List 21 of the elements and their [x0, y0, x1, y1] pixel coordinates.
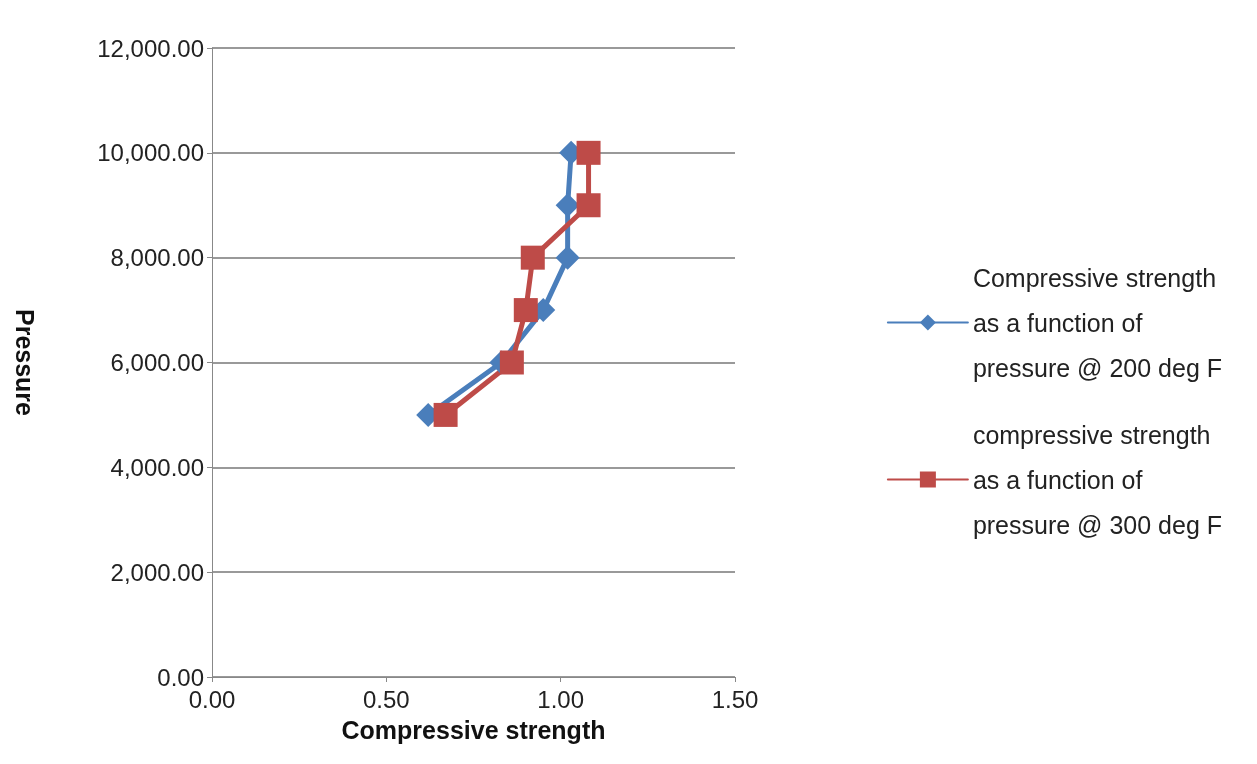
x-tick-label: 1.50 — [711, 685, 759, 713]
point — [433, 402, 458, 427]
legend-label: Compressive strength as a function of pressure @ 200 deg F — [972, 263, 1222, 382]
x-tick-label: 0.50 — [362, 685, 410, 713]
x-tick-label: 1.00 — [537, 685, 585, 713]
point — [513, 298, 538, 323]
point — [576, 193, 601, 218]
point — [499, 350, 524, 375]
y-axis-title: Pressure — [10, 308, 39, 417]
x-axis-title: Compressive strength — [341, 715, 606, 744]
point — [555, 193, 580, 218]
point — [520, 245, 545, 270]
y-tick-label: 8,000.00 — [110, 244, 204, 272]
y-tick-label: 10,000.00 — [97, 139, 204, 167]
legend-label: compressive strength as a function of pressure @ 300 deg F — [972, 420, 1222, 539]
y-tick-label: 2,000.00 — [110, 558, 204, 586]
y-tick-label: 4,000.00 — [110, 453, 204, 481]
y-tick-label: 12,000.00 — [97, 34, 204, 62]
point — [555, 245, 580, 270]
point — [576, 140, 601, 165]
y-tick-label: 6,000.00 — [110, 349, 204, 376]
